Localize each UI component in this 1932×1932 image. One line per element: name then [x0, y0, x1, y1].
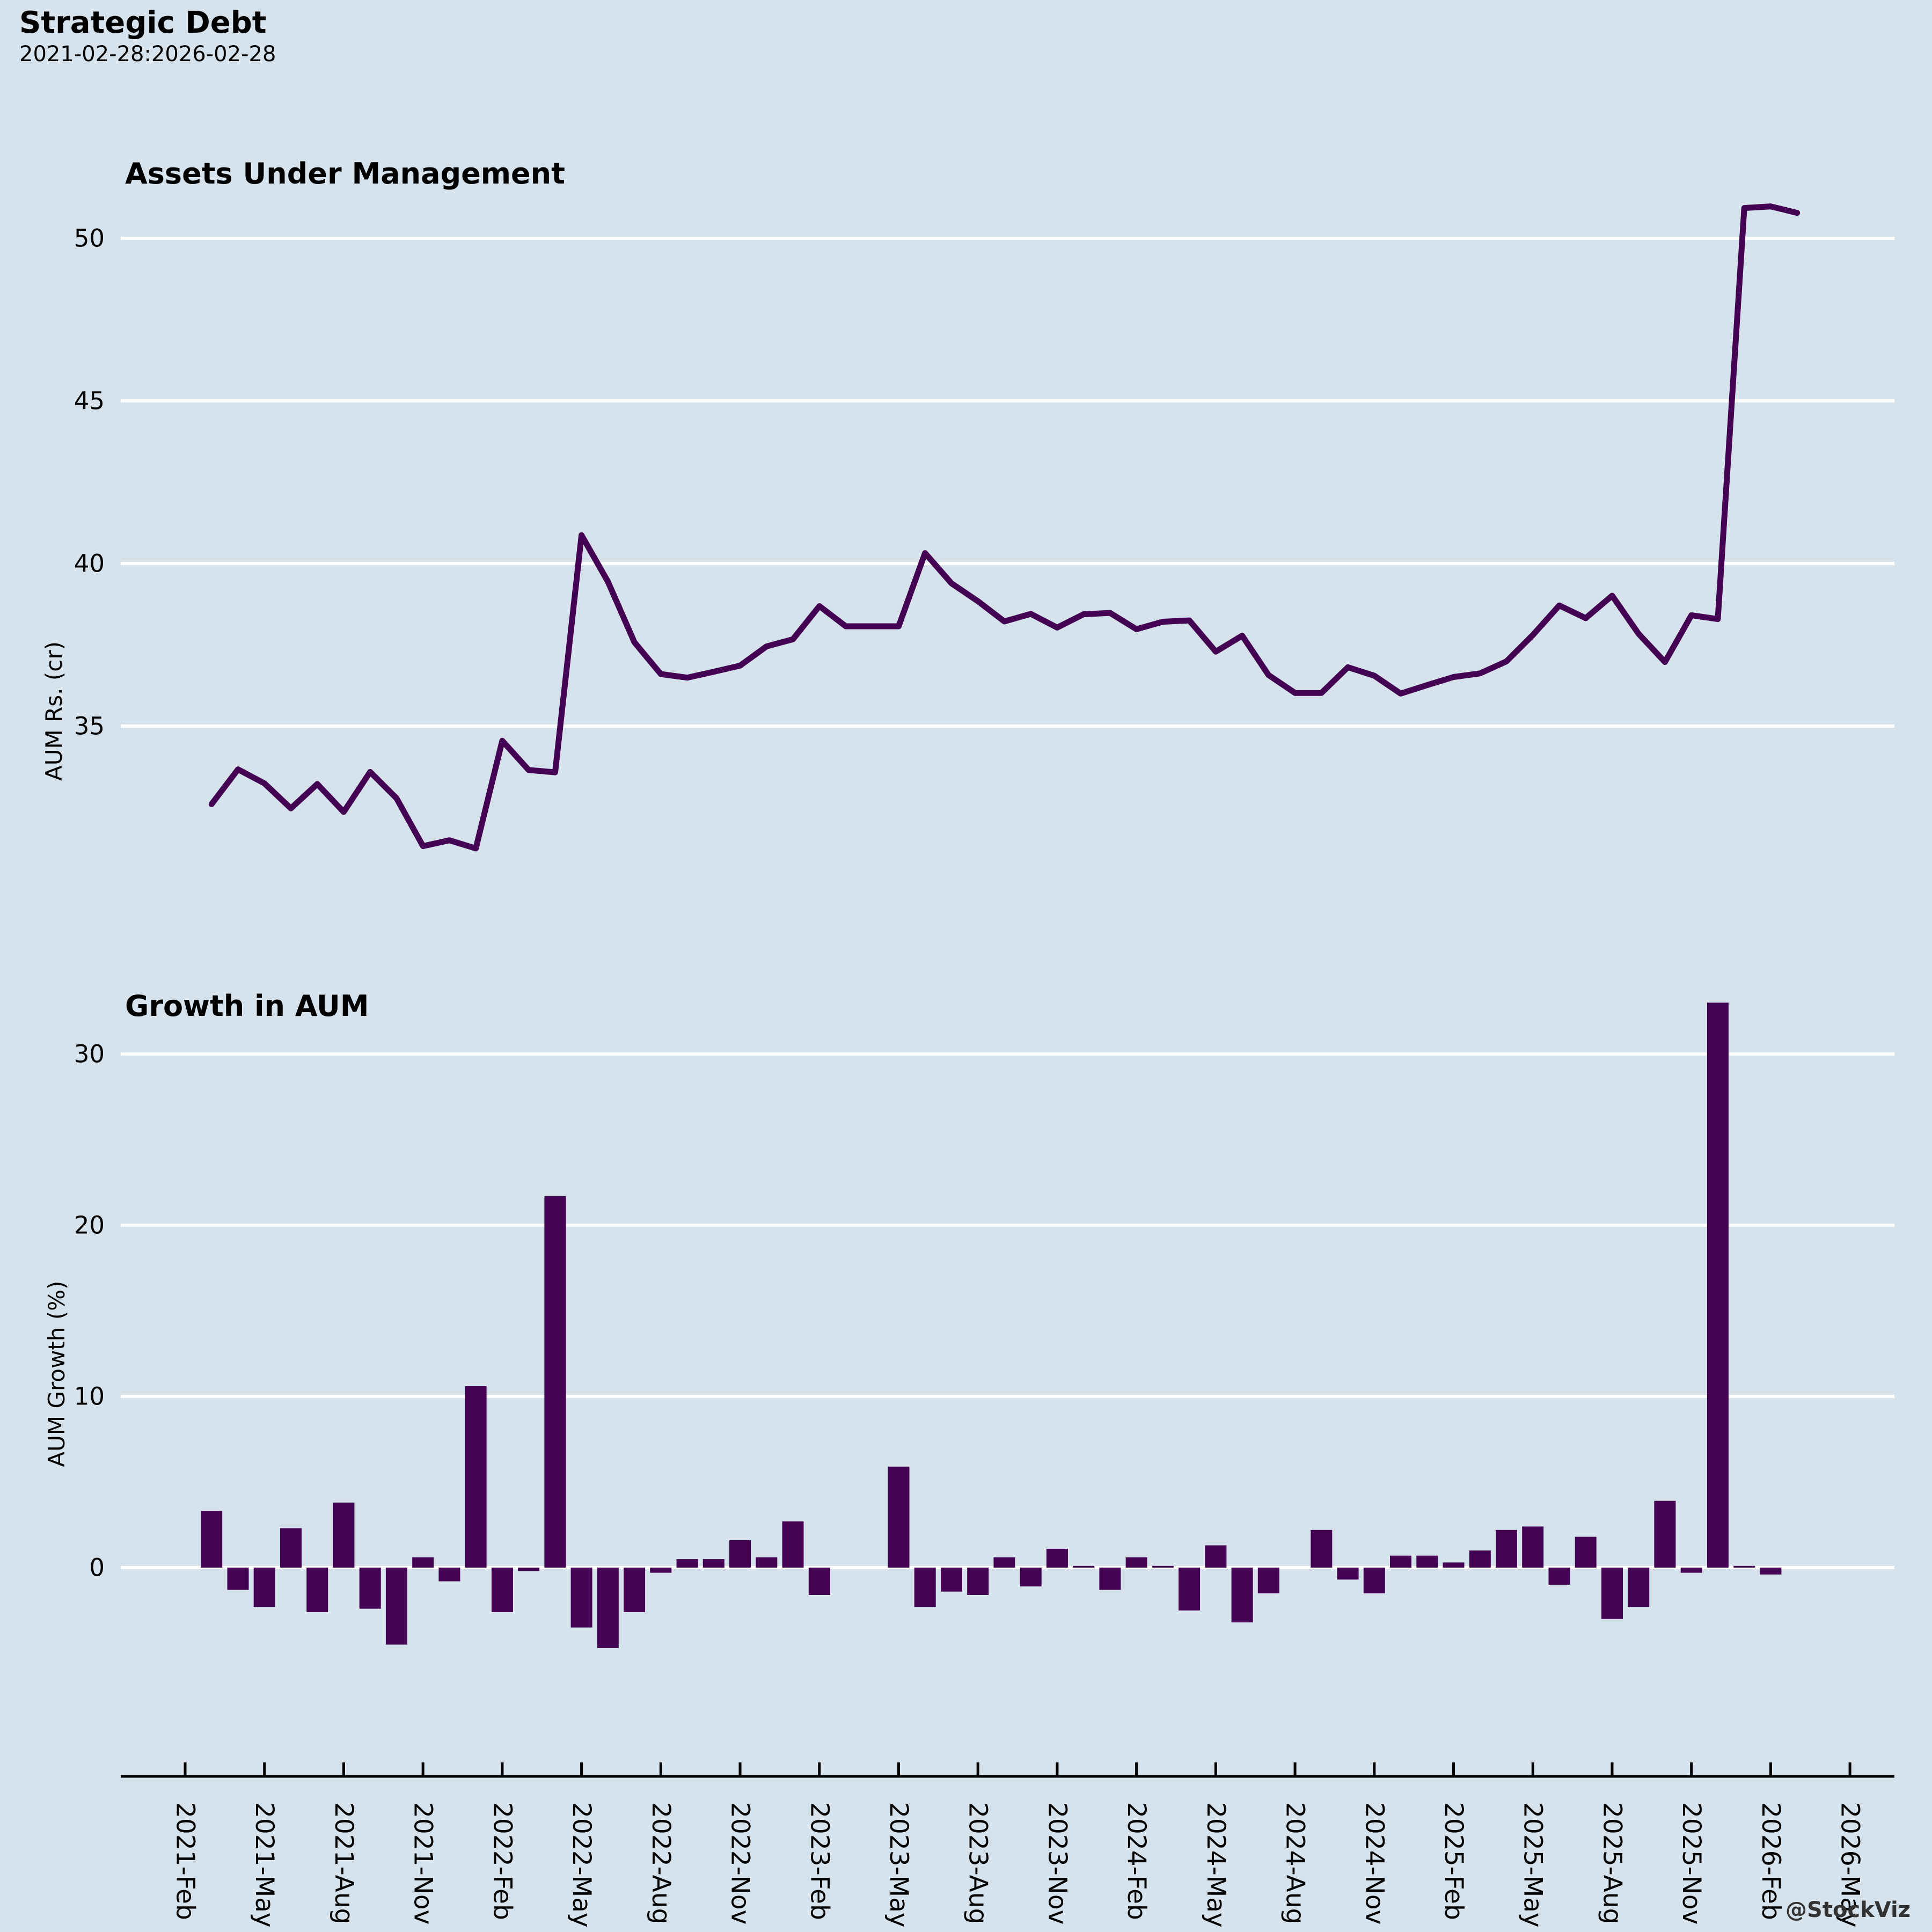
growth-bar — [412, 1557, 434, 1568]
growth-bar — [465, 1386, 487, 1568]
growth-bar — [1496, 1529, 1517, 1568]
growth-bar — [544, 1196, 566, 1568]
growth-bar — [227, 1568, 249, 1590]
growth-bar — [914, 1568, 936, 1607]
x-tick-label: 2025-Feb — [1439, 1802, 1468, 1920]
growth-bar — [1469, 1550, 1491, 1568]
growth-bar — [1548, 1568, 1570, 1585]
x-tick-label: 2023-May — [884, 1802, 913, 1928]
x-tick-label: 2023-Nov — [1042, 1802, 1072, 1924]
growth-bar — [1363, 1568, 1385, 1593]
growth-y-tick-label: 30 — [74, 1040, 105, 1069]
aum-line-series — [208, 203, 1801, 852]
aum-y-axis-label: AUM Rs. (cr) — [41, 641, 67, 781]
x-tick-label: 2024-Aug — [1280, 1802, 1310, 1924]
page-title: Strategic Debt — [19, 5, 267, 40]
growth-bar — [1125, 1557, 1147, 1568]
growth-bar — [1628, 1568, 1650, 1607]
x-tick-label: 2024-May — [1201, 1802, 1231, 1928]
growth-bar — [1390, 1555, 1411, 1568]
x-tick-label: 2022-May — [567, 1802, 596, 1928]
x-tick-label: 2025-Aug — [1597, 1802, 1627, 1924]
growth-bar — [808, 1568, 830, 1595]
x-tick-label: 2022-Feb — [487, 1802, 517, 1920]
growth-bar — [1099, 1568, 1121, 1590]
growth-bar — [1443, 1562, 1465, 1568]
growth-bar — [597, 1568, 619, 1648]
growth-bar — [702, 1559, 724, 1568]
growth-bar — [1179, 1568, 1201, 1611]
growth-bar — [1337, 1568, 1359, 1580]
aum-y-tick-label: 35 — [74, 712, 105, 741]
growth-bar — [1205, 1545, 1227, 1568]
growth-bar — [1733, 1565, 1755, 1568]
aum-y-tick-label: 45 — [74, 387, 105, 415]
x-tick-label: 2025-May — [1518, 1802, 1548, 1928]
growth-bar — [1073, 1565, 1095, 1568]
growth-bar — [1654, 1501, 1676, 1568]
growth-bar — [1707, 1002, 1729, 1568]
growth-y-tick-label: 20 — [74, 1211, 105, 1240]
aum-chart-title: Assets Under Management — [125, 157, 565, 191]
x-tick-label: 2021-Feb — [171, 1802, 200, 1920]
growth-bar — [756, 1557, 778, 1568]
growth-bar — [1680, 1568, 1702, 1573]
x-tick-label: 2021-Nov — [408, 1802, 438, 1924]
x-tick-label: 2026-May — [1835, 1802, 1865, 1928]
x-tick-label: 2021-Aug — [329, 1802, 358, 1924]
growth-bar — [1231, 1568, 1253, 1623]
growth-bar — [359, 1568, 381, 1609]
growth-bar — [1601, 1568, 1623, 1619]
x-tick-label: 2024-Nov — [1359, 1802, 1389, 1924]
growth-bar — [1046, 1548, 1068, 1568]
growth-bar — [1257, 1568, 1279, 1593]
growth-bar — [1522, 1526, 1544, 1568]
growth-bar — [333, 1502, 355, 1568]
growth-bar — [1152, 1565, 1174, 1568]
x-tick-label: 2021-May — [250, 1802, 279, 1928]
x-tick-label: 2026-Feb — [1756, 1802, 1785, 1920]
x-tick-label: 2025-Nov — [1677, 1802, 1706, 1924]
growth-bar — [1020, 1568, 1042, 1587]
growth-bar — [888, 1466, 910, 1568]
x-tick-label: 2022-Nov — [726, 1802, 755, 1924]
x-tick-label: 2023-Aug — [963, 1802, 993, 1924]
growth-chart-title: Growth in AUM — [125, 989, 369, 1023]
stockviz-watermark: @StockViz — [1785, 1898, 1911, 1922]
growth-bar — [570, 1568, 592, 1628]
growth-bar — [624, 1568, 646, 1612]
x-tick-label: 2023-Feb — [804, 1802, 834, 1920]
aum-y-tick-label: 50 — [74, 224, 105, 253]
growth-bar — [993, 1557, 1015, 1568]
growth-bar — [1416, 1555, 1438, 1568]
x-tick-label: 2022-Aug — [646, 1802, 676, 1924]
aum-y-tick-label: 40 — [74, 550, 105, 578]
date-range-subtitle: 2021-02-28:2026-02-28 — [19, 42, 276, 67]
growth-bar — [306, 1568, 328, 1612]
growth-bar — [729, 1540, 751, 1568]
growth-bar — [1311, 1529, 1333, 1568]
growth-bar — [650, 1568, 672, 1573]
growth-bar — [1575, 1536, 1597, 1568]
growth-bar — [782, 1521, 804, 1568]
growth-bar — [253, 1568, 275, 1607]
growth-bar — [941, 1568, 962, 1592]
x-tick-label: 2024-Feb — [1122, 1802, 1151, 1920]
growth-bar — [676, 1559, 698, 1568]
growth-bar — [491, 1568, 513, 1612]
growth-y-tick-label: 0 — [89, 1554, 105, 1582]
growth-bar — [280, 1528, 302, 1568]
growth-y-tick-label: 10 — [74, 1382, 105, 1411]
growth-bar — [518, 1568, 540, 1571]
growth-bar — [201, 1511, 223, 1568]
growth-bar — [438, 1568, 460, 1582]
growth-bar — [385, 1568, 407, 1645]
growth-bar — [1760, 1568, 1782, 1575]
growth-bar — [967, 1568, 989, 1595]
growth-y-axis-label: AUM Growth (%) — [43, 1280, 70, 1467]
